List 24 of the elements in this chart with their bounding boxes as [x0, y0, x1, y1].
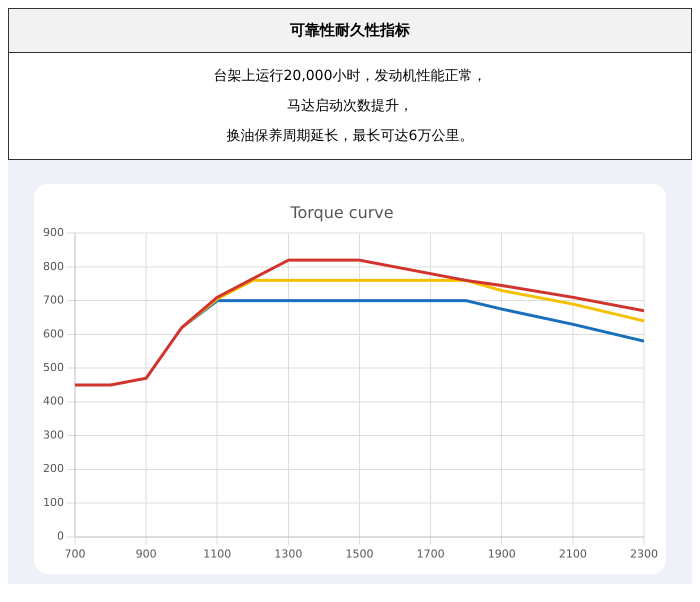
- x-tick-label: 1700: [416, 547, 445, 560]
- text: 换油保养周期延长，最长可达6万公里。: [226, 127, 474, 146]
- text: 台架上运行20,000小时，发动机性能正常，: [212, 67, 488, 86]
- y-tick-label: 200: [42, 462, 64, 476]
- x-tick-label: 900: [136, 547, 157, 560]
- x-tick-label: 700: [64, 547, 86, 560]
- x-tick-label: 2100: [558, 547, 587, 560]
- y-tick-label: 400: [42, 394, 64, 408]
- x-tick-label: 2300: [630, 547, 658, 560]
- x-tick-label: 1100: [203, 547, 232, 560]
- y-tick-label: 500: [42, 360, 64, 374]
- x-tick-label: 1500: [346, 547, 374, 560]
- y-tick-label: 800: [42, 260, 64, 273]
- y-tick-label: 0: [56, 530, 64, 543]
- y-tick-label: 700: [42, 294, 64, 307]
- y-tick-label: 300: [42, 428, 64, 442]
- y-tick-label: 900: [42, 226, 64, 240]
- x-tick-label: 1900: [488, 547, 516, 560]
- y-tick-label: 100: [42, 496, 64, 509]
- y-tick-label: 600: [42, 327, 64, 340]
- text: 可靠性耐久性指标: [9, 9, 691, 53]
- x-tick-label: 1300: [274, 547, 302, 560]
- text: 马达启动次数提升，: [286, 97, 414, 116]
- chart-title: Torque curve: [289, 202, 394, 222]
